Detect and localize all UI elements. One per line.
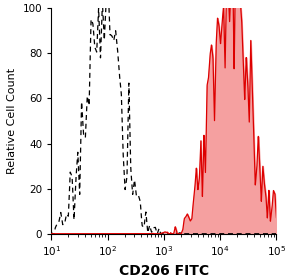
Y-axis label: Relative Cell Count: Relative Cell Count — [7, 68, 17, 174]
X-axis label: CD206 FITC: CD206 FITC — [119, 263, 209, 275]
